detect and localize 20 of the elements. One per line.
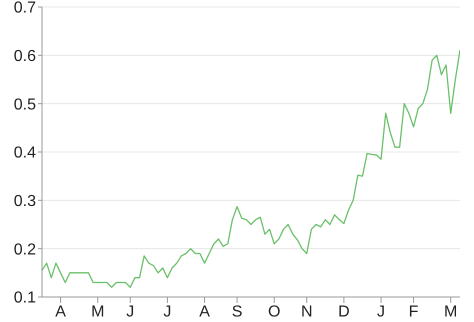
y-tick-label: 0.6: [14, 48, 36, 66]
y-tick-label: 0.4: [14, 144, 36, 162]
x-tick-label: J: [126, 303, 134, 320]
x-tick-label: A: [199, 303, 210, 320]
x-tick-label: D: [338, 303, 350, 320]
line-series: [42, 49, 460, 288]
y-tick-label: 0.5: [14, 96, 36, 114]
x-tick-label: M: [91, 303, 104, 320]
y-tick-label: 0.7: [14, 0, 36, 17]
x-tick-label: M: [444, 303, 458, 320]
x-tick-label: N: [300, 303, 313, 320]
y-tick-label: 0.3: [14, 193, 36, 210]
x-tick-label: S: [232, 303, 242, 320]
x-tick-label: J: [163, 303, 172, 320]
y-tick-label: 0.1: [14, 290, 36, 307]
x-tick-label: J: [377, 303, 386, 320]
y-tick-label: 0.2: [14, 241, 36, 258]
x-tick-label: O: [268, 303, 280, 320]
x-tick-label: A: [55, 303, 66, 320]
x-tick-label: F: [408, 303, 419, 320]
